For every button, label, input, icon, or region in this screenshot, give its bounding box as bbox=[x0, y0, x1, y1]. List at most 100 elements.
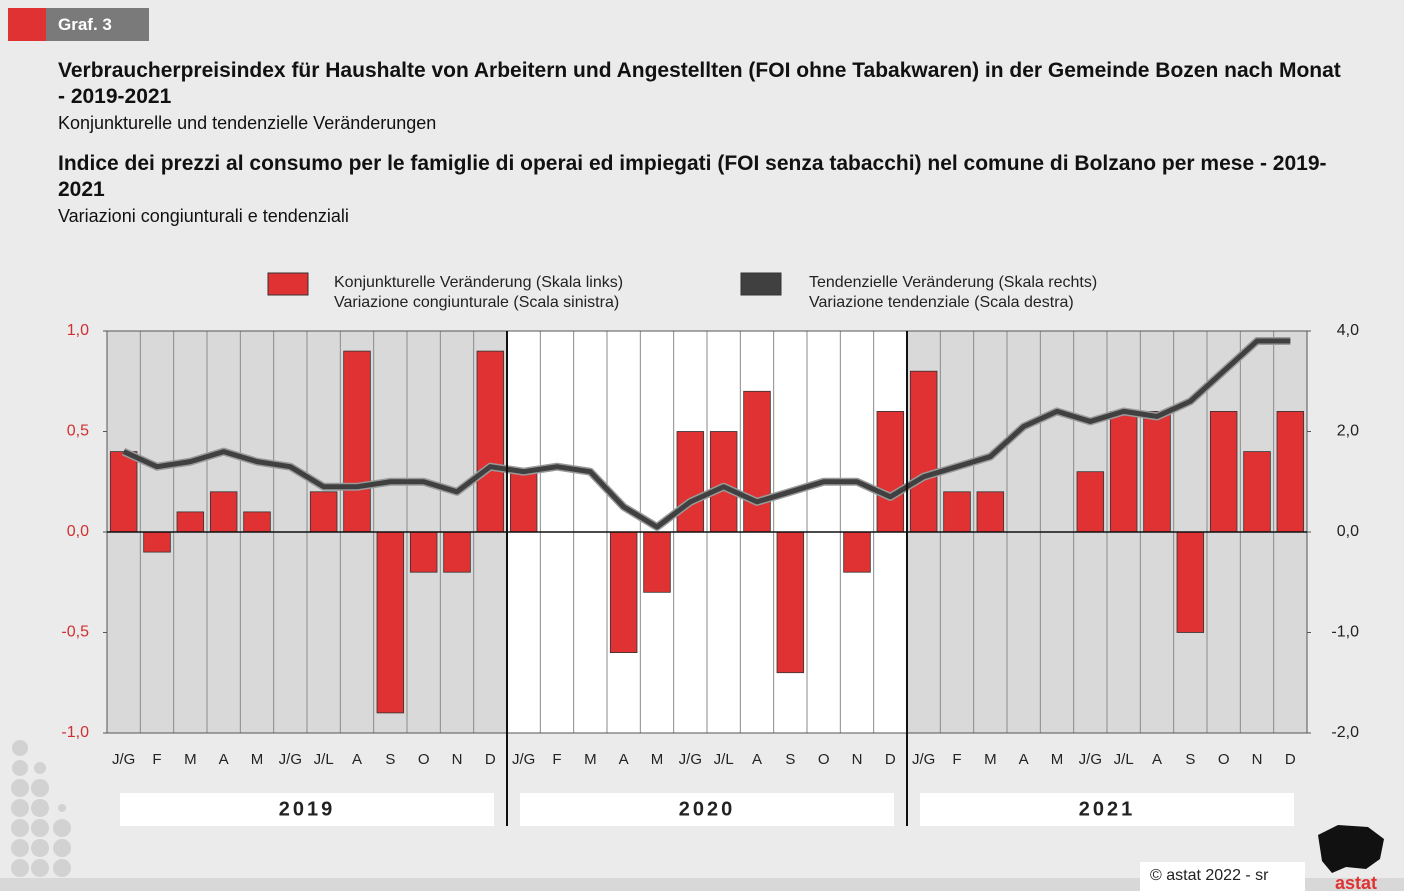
legend-label-it: Variazione congiunturale (Scala sinistra… bbox=[334, 294, 619, 311]
bar bbox=[509, 471, 538, 533]
x-tick-label: N bbox=[452, 751, 463, 768]
y2-tick-label: 0,0 bbox=[1337, 523, 1359, 540]
bar bbox=[843, 531, 871, 573]
year-label: 2021 bbox=[1079, 798, 1136, 820]
legend-swatch bbox=[740, 272, 782, 296]
x-tick-label: O bbox=[818, 751, 830, 768]
bar bbox=[1209, 410, 1238, 533]
year-label: 2019 bbox=[279, 798, 336, 820]
title-it: Indice dei prezzi al consumo per le fami… bbox=[58, 152, 1327, 201]
title: Verbraucherpreisindex für Haushalte von … bbox=[58, 59, 1341, 108]
x-tick-label: S bbox=[785, 751, 795, 768]
badge: Graf. 3 bbox=[8, 8, 149, 41]
x-tick-label: O bbox=[1218, 751, 1230, 768]
x-tick-label: J/G bbox=[279, 751, 302, 768]
bar bbox=[309, 491, 338, 533]
x-tick-label: M bbox=[584, 751, 597, 768]
bar bbox=[143, 531, 171, 553]
bar bbox=[676, 431, 705, 533]
bar bbox=[1143, 410, 1171, 533]
bar bbox=[909, 370, 938, 533]
bar bbox=[1109, 410, 1138, 533]
y-tick-label: 0,5 bbox=[67, 423, 89, 440]
bar bbox=[776, 531, 805, 674]
bar bbox=[476, 350, 505, 533]
x-tick-label: J/L bbox=[314, 751, 334, 768]
bar bbox=[643, 531, 671, 593]
bar bbox=[376, 531, 405, 714]
subtitle: Konjunkturelle und tendenzielle Veränder… bbox=[58, 113, 437, 133]
copyright: © astat 2022 - sr bbox=[1150, 867, 1269, 884]
legend-label: Tendenzielle Veränderung (Skala rechts) bbox=[809, 274, 1097, 291]
subtitle-it: Variazioni congiunturali e tendenziali bbox=[58, 206, 349, 226]
x-tick-label: F bbox=[952, 751, 961, 768]
x-tick-label: M bbox=[184, 751, 197, 768]
x-tick-label: F bbox=[152, 751, 161, 768]
line bbox=[122, 338, 1291, 530]
x-tick-label: A bbox=[619, 751, 629, 768]
x-tick-label: J/G bbox=[512, 751, 535, 768]
x-tick-label: J/L bbox=[714, 751, 734, 768]
decoration bbox=[11, 740, 71, 877]
bar bbox=[976, 491, 1005, 533]
bar bbox=[1176, 531, 1205, 633]
x-tick-label: S bbox=[385, 751, 395, 768]
bar bbox=[209, 491, 238, 533]
y2-tick-label: 4,0 bbox=[1337, 322, 1359, 339]
bar bbox=[443, 531, 471, 573]
bar bbox=[1243, 451, 1271, 533]
x-tick-label: M bbox=[251, 751, 264, 768]
year-label: 2020 bbox=[679, 798, 736, 820]
x-tick-label: N bbox=[1252, 751, 1263, 768]
copyright-box bbox=[1140, 862, 1305, 891]
x-tick-label: D bbox=[485, 751, 496, 768]
x-tick-label: M bbox=[651, 751, 664, 768]
bar bbox=[609, 531, 638, 653]
bar bbox=[943, 491, 971, 533]
bar bbox=[876, 410, 905, 533]
x-tick-label: A bbox=[1152, 751, 1162, 768]
x-tick-label: N bbox=[852, 751, 863, 768]
bar bbox=[709, 431, 738, 533]
y2-tick-label: -2,0 bbox=[1331, 724, 1359, 741]
y-tick-label: 1,0 bbox=[67, 322, 89, 339]
x-tick-label: J/G bbox=[1079, 751, 1102, 768]
x-tick-label: A bbox=[219, 751, 229, 768]
x-tick-label: J/G bbox=[679, 751, 702, 768]
x-tick-label: D bbox=[1285, 751, 1296, 768]
x-tick-label: F bbox=[552, 751, 561, 768]
x-tick-label: D bbox=[885, 751, 896, 768]
bar bbox=[409, 531, 438, 573]
y2-tick-label: 2,0 bbox=[1337, 423, 1359, 440]
x-tick-label: A bbox=[752, 751, 762, 768]
x-tick-label: M bbox=[984, 751, 997, 768]
x-tick-label: J/G bbox=[912, 751, 935, 768]
legend-swatch bbox=[267, 272, 309, 296]
logo-shape bbox=[1318, 825, 1384, 873]
x-tick-label: S bbox=[1185, 751, 1195, 768]
x-tick-label: J/G bbox=[112, 751, 135, 768]
x-tick-label: A bbox=[352, 751, 362, 768]
bar bbox=[1276, 410, 1305, 533]
x-tick-label: J/L bbox=[1114, 751, 1134, 768]
legend-label-it: Variazione tendenziale (Scala destra) bbox=[809, 294, 1074, 311]
y-tick-label: -1,0 bbox=[61, 724, 89, 741]
legend-label: Konjunkturelle Veränderung (Skala links) bbox=[334, 274, 623, 291]
footer-band bbox=[0, 878, 1404, 891]
x-tick-label: A bbox=[1019, 751, 1029, 768]
y-tick-label: -0,5 bbox=[61, 624, 89, 641]
bar bbox=[109, 451, 138, 533]
bar bbox=[343, 350, 371, 533]
bar bbox=[176, 511, 205, 533]
y2-tick-label: -1,0 bbox=[1331, 624, 1359, 641]
year-box bbox=[920, 793, 1294, 826]
bar bbox=[1076, 471, 1105, 533]
year-box bbox=[120, 793, 494, 826]
bar bbox=[243, 511, 271, 533]
y-tick-label: 0,0 bbox=[67, 523, 89, 540]
x-tick-label: M bbox=[1051, 751, 1064, 768]
bar bbox=[743, 390, 771, 533]
logo: astat bbox=[1335, 873, 1377, 891]
